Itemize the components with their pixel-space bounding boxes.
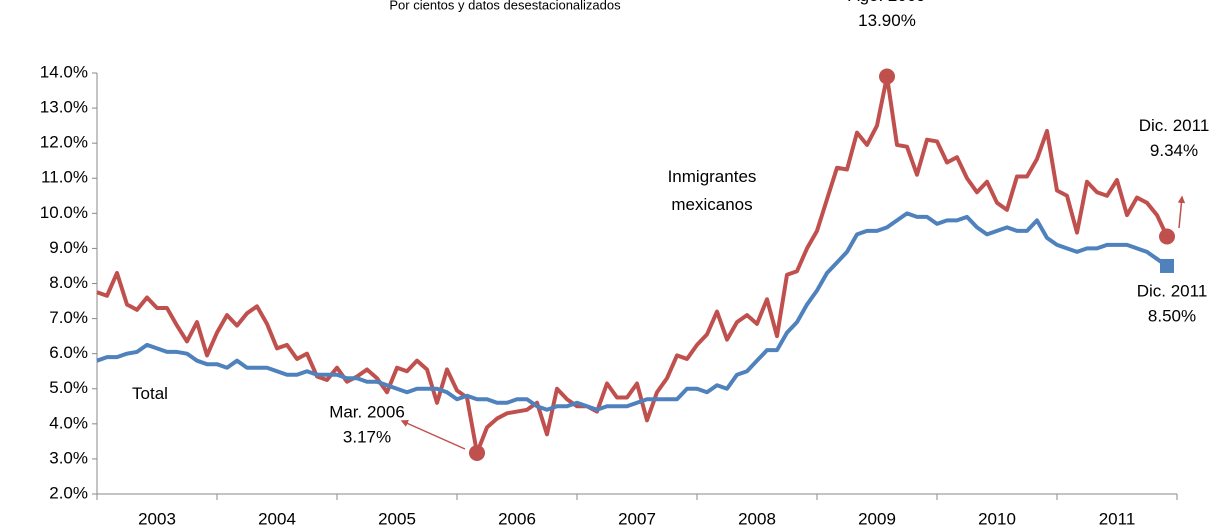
point-marker: [469, 444, 485, 461]
y-tick-label: 9.0%: [49, 238, 88, 257]
y-tick-label: 5.0%: [49, 378, 88, 397]
y-tick-label: 6.0%: [49, 343, 88, 362]
annotation-date: Mar. 2006: [329, 402, 405, 421]
series-line: [96, 211, 1169, 412]
series-label: Total: [132, 384, 168, 403]
x-tick-label: 2004: [258, 509, 296, 528]
point-marker: [1160, 258, 1174, 273]
y-tick-label: 14.0%: [40, 62, 88, 81]
x-tick-label: 2007: [618, 509, 656, 528]
annotation-date: Dic. 2011: [1139, 116, 1210, 135]
x-tick-label: 2003: [138, 509, 176, 528]
annotation-date: Dic. 2011: [1137, 281, 1208, 300]
point-marker: [1159, 228, 1175, 245]
x-tick-label: 2011: [1099, 509, 1136, 528]
x-tick-label: 2008: [738, 509, 776, 528]
data-label: 3.17%: [343, 427, 391, 446]
y-tick-label: 7.0%: [49, 308, 88, 327]
point-marker: [879, 68, 895, 85]
y-tick-label: 10.0%: [40, 203, 88, 222]
y-tick-label: 3.0%: [49, 448, 88, 467]
y-tick-label: 12.0%: [40, 133, 88, 152]
x-tick-label: 2009: [858, 509, 896, 528]
y-tick-label: 13.0%: [40, 98, 88, 117]
y-tick-label: 4.0%: [49, 413, 88, 432]
chart-subtitle: Por cientos y datos desestacionalizados: [389, 0, 621, 12]
series-line: [96, 74, 1169, 455]
data-label: 8.50%: [1148, 306, 1196, 325]
series-label: Inmigrantes mexicanos: [668, 167, 757, 214]
x-tick-label: 2005: [378, 509, 416, 528]
data-label: 13.90%: [858, 11, 916, 30]
y-tick-label: 2.0%: [49, 483, 88, 502]
annotation-arrow: [1177, 195, 1186, 229]
y-tick-label: 8.0%: [49, 273, 88, 292]
y-tick-label: 11.0%: [41, 168, 88, 187]
annotation-arrow: [400, 420, 466, 450]
data-label: 9.34%: [1150, 141, 1198, 160]
x-tick-label: 2006: [498, 509, 536, 528]
annotation-date: Ago. 2009: [848, 0, 926, 5]
x-tick-label: 2010: [978, 509, 1016, 528]
